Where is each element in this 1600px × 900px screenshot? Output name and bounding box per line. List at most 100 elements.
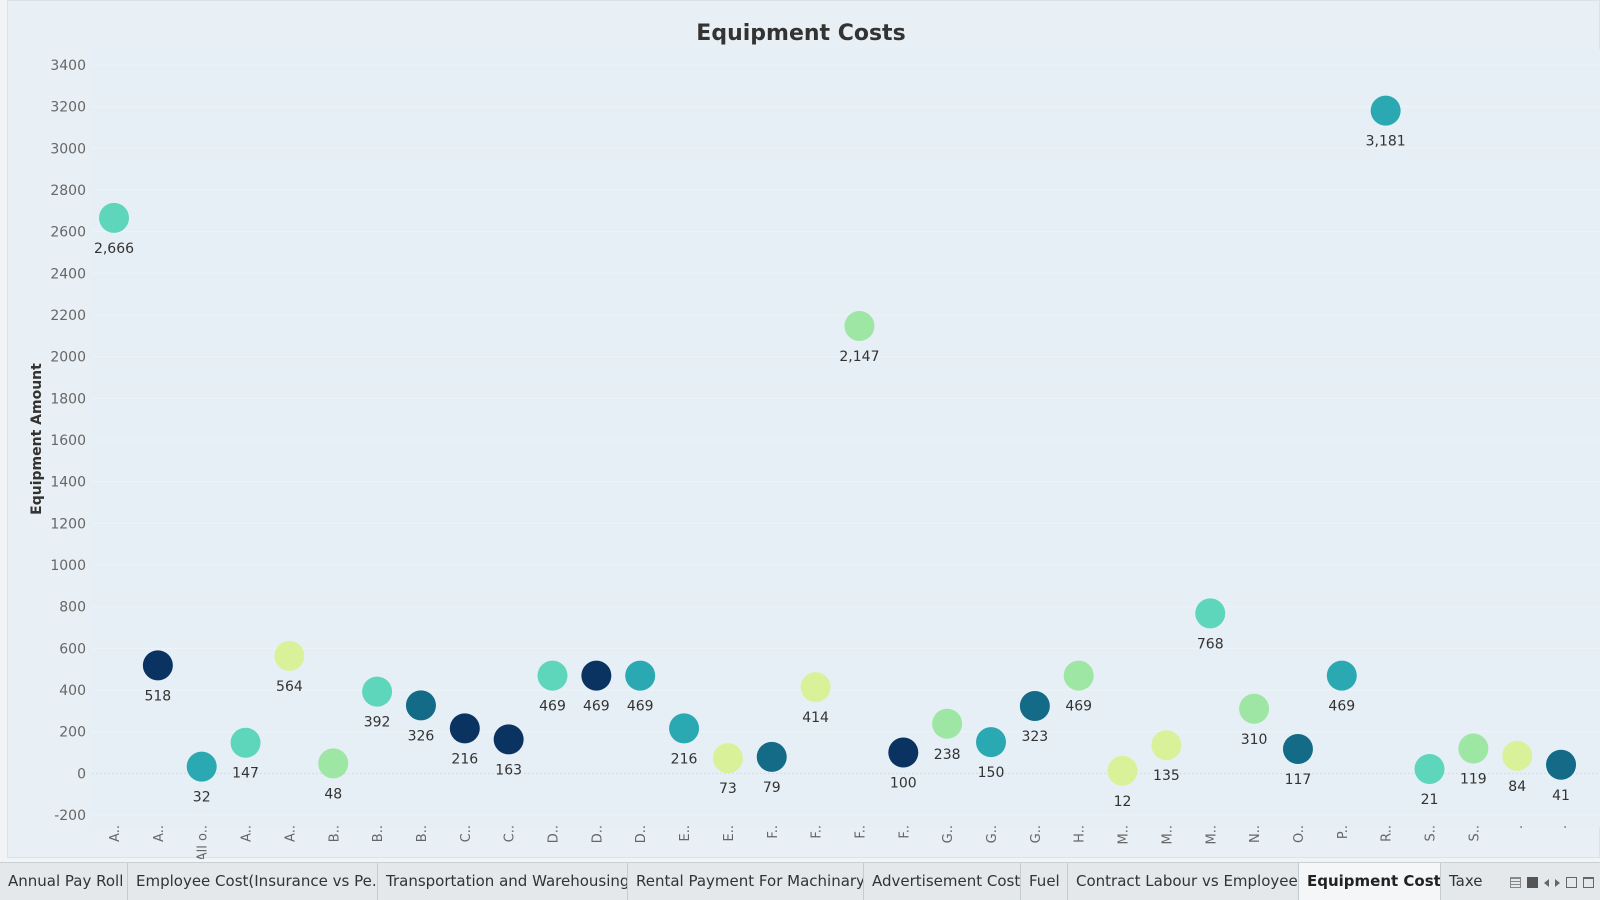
y-tick-label: -200	[54, 808, 86, 824]
data-point[interactable]	[362, 676, 393, 707]
data-point[interactable]	[844, 311, 875, 342]
data-point[interactable]	[274, 640, 305, 671]
data-point[interactable]	[669, 713, 700, 744]
tab-equipment-costs[interactable]: Equipment Costs	[1299, 863, 1441, 900]
tab-advertisement-cost[interactable]: Advertisement Cost	[864, 863, 1021, 900]
y-tick-label: 2000	[50, 350, 86, 366]
data-point[interactable]	[1195, 598, 1226, 629]
x-tick-label: M..	[1117, 825, 1132, 844]
x-tick-label: A..	[108, 825, 123, 842]
data-point[interactable]	[318, 748, 349, 779]
data-points	[99, 95, 1577, 786]
tab-fuel[interactable]: Fuel	[1021, 863, 1068, 900]
data-label: 564	[276, 679, 303, 695]
filmstrip-icon[interactable]	[1527, 877, 1538, 888]
x-tick-label: A..	[152, 825, 167, 842]
fullscreen-icon[interactable]	[1566, 877, 1577, 888]
data-point[interactable]	[756, 741, 787, 772]
x-tick-label: G..	[941, 825, 956, 843]
data-label: 79	[763, 780, 781, 796]
x-tick-label: B..	[415, 825, 430, 842]
data-label: 326	[408, 728, 435, 744]
data-label: 48	[324, 786, 342, 802]
data-point[interactable]	[1107, 755, 1138, 786]
x-tick-label: S..	[1467, 825, 1482, 842]
data-label: 469	[539, 699, 566, 715]
y-tick-label: 2400	[50, 266, 86, 282]
data-point[interactable]	[99, 202, 129, 233]
sheet-navigation-controls	[1510, 877, 1594, 891]
chart-title: Equipment Costs	[696, 21, 905, 46]
y-axis-label: Equipment Amount	[29, 363, 45, 515]
data-point[interactable]	[1282, 733, 1313, 764]
data-point[interactable]	[932, 708, 963, 739]
data-point[interactable]	[1502, 740, 1533, 771]
y-tick-label: 200	[59, 725, 86, 741]
plot-area	[92, 49, 1600, 827]
y-axis-ticks: -200 0 200 400 600 800 1000 1200 1400 1600 1800 200…	[50, 58, 86, 824]
tab-rental-payment[interactable]: Rental Payment For Machinary	[628, 863, 864, 900]
y-tick-label: 1600	[50, 433, 86, 449]
data-label: 414	[802, 710, 829, 726]
data-label: 135	[1153, 768, 1180, 784]
data-point[interactable]	[1019, 691, 1050, 722]
next-sheet-icon[interactable]	[1555, 879, 1560, 887]
y-tick-label: 1400	[50, 475, 86, 491]
data-point[interactable]	[142, 650, 173, 681]
data-point[interactable]	[712, 743, 743, 774]
data-point[interactable]	[1370, 95, 1401, 126]
data-label: 84	[1508, 779, 1526, 795]
x-tick-label: .	[1511, 825, 1526, 829]
data-point[interactable]	[1414, 753, 1445, 784]
data-point[interactable]	[230, 727, 261, 758]
data-point[interactable]	[625, 660, 656, 691]
data-point[interactable]	[581, 660, 612, 691]
data-point[interactable]	[888, 737, 919, 768]
sheet-sorter-icon[interactable]	[1510, 877, 1521, 888]
x-tick-label: D..	[547, 825, 562, 843]
x-tick-label: D..	[634, 825, 649, 843]
data-label: 3,181	[1366, 134, 1406, 150]
data-label: 150	[978, 765, 1005, 781]
tab-annual-pay-roll[interactable]: Annual Pay Roll	[0, 863, 128, 900]
data-point[interactable]	[1326, 660, 1357, 691]
chart-panel: -200 0 200 400 600 800 1000 1200 1400 1600 1800 200…	[7, 0, 1600, 859]
present-icon[interactable]	[1583, 877, 1594, 888]
scatter-chart: -200 0 200 400 600 800 1000 1200 1400 1600 1800 200…	[29, 21, 1600, 859]
data-point[interactable]	[1239, 693, 1270, 724]
x-tick-label: O..	[1292, 825, 1307, 843]
data-label: 518	[144, 688, 171, 704]
data-label: 469	[583, 699, 610, 715]
tab-contract-labour[interactable]: Contract Labour vs Employee	[1068, 863, 1299, 900]
data-point[interactable]	[1151, 730, 1182, 761]
data-label: 469	[1328, 699, 1355, 715]
data-point[interactable]	[537, 660, 568, 691]
tab-taxes[interactable]: Taxes	[1449, 872, 1483, 890]
data-label: 41	[1552, 788, 1570, 804]
tab-employee-cost[interactable]: Employee Cost(Insurance vs Pe...	[128, 863, 378, 900]
y-tick-label: 1800	[50, 391, 86, 407]
previous-sheet-icon[interactable]	[1544, 879, 1549, 887]
data-label: 73	[719, 781, 737, 797]
data-point[interactable]	[493, 724, 524, 755]
tab-transportation-warehousing[interactable]: Transportation and Warehousing	[378, 863, 628, 900]
data-point[interactable]	[976, 727, 1006, 758]
x-tick-label: R..	[1380, 825, 1395, 842]
y-tick-label: 2800	[50, 183, 86, 199]
y-tick-label: 0	[77, 766, 86, 782]
x-tick-label: G..	[985, 825, 1000, 843]
y-tick-label: 600	[59, 641, 86, 657]
data-label: 2,147	[839, 349, 879, 365]
data-point[interactable]	[800, 672, 831, 703]
x-tick-label: B..	[371, 825, 386, 842]
data-point[interactable]	[1063, 660, 1094, 691]
data-point[interactable]	[449, 713, 480, 744]
x-tick-label: F..	[810, 825, 825, 839]
data-point[interactable]	[186, 751, 217, 782]
x-tick-label: D..	[590, 825, 605, 843]
data-point[interactable]	[1546, 749, 1577, 780]
data-label: 216	[451, 751, 478, 767]
data-point[interactable]	[405, 690, 436, 721]
data-point[interactable]	[1458, 733, 1489, 764]
x-tick-label: A..	[240, 825, 255, 842]
